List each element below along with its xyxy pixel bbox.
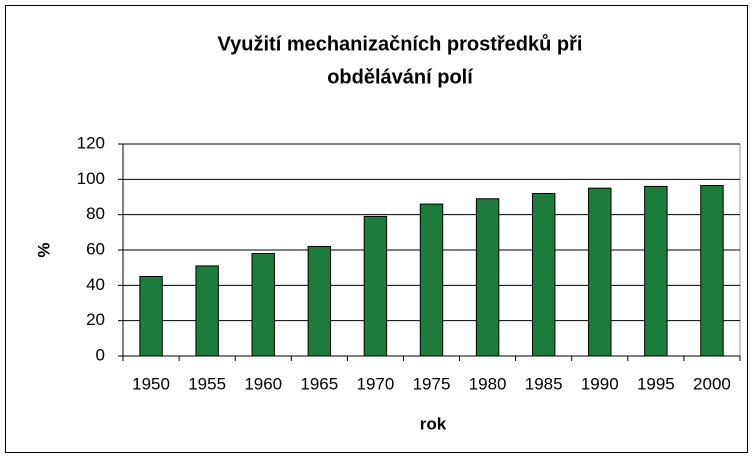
bar <box>363 215 388 357</box>
x-tick-label: 1990 <box>581 374 619 393</box>
x-tick-label: 1950 <box>132 374 170 393</box>
y-tick-label: 60 <box>86 239 105 258</box>
bar <box>644 185 668 357</box>
x-tick-label: 1955 <box>188 374 226 393</box>
bar <box>531 192 556 357</box>
x-tick-label: 2000 <box>693 374 731 393</box>
x-tick-label: 1985 <box>525 374 563 393</box>
y-axis-title: % <box>34 242 53 257</box>
bar <box>475 198 500 357</box>
bar <box>251 253 275 357</box>
y-tick-label: 0 <box>96 345 105 364</box>
x-tick-label: 1965 <box>300 374 338 393</box>
bar <box>307 245 332 357</box>
x-tick-label: 1960 <box>244 374 282 393</box>
y-tick-label: 20 <box>86 310 105 329</box>
y-tick-label: 80 <box>86 204 105 223</box>
y-tick-label: 120 <box>77 133 105 152</box>
x-tick-label: 1980 <box>469 374 507 393</box>
y-tick-label: 100 <box>77 169 105 188</box>
x-tick-label: 1970 <box>356 374 394 393</box>
x-tick-label: 1995 <box>637 374 675 393</box>
bar <box>195 265 219 357</box>
bar <box>588 187 612 357</box>
chart-title: Využití mechanizačních prostředků při <box>218 33 583 55</box>
bar <box>700 185 724 357</box>
chart-title: obdělávání polí <box>327 66 474 88</box>
bar <box>139 276 163 357</box>
y-tick-label: 40 <box>86 275 105 294</box>
bar <box>419 203 444 357</box>
x-tick-label: 1975 <box>413 374 451 393</box>
x-axis-title: rok <box>420 414 447 433</box>
